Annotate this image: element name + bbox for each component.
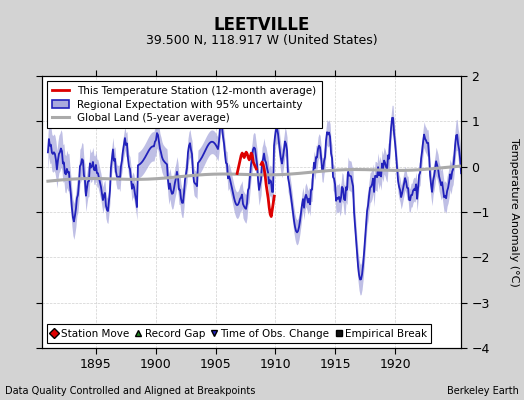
Legend: Station Move, Record Gap, Time of Obs. Change, Empirical Break: Station Move, Record Gap, Time of Obs. C… bbox=[47, 324, 431, 343]
Text: 39.500 N, 118.917 W (United States): 39.500 N, 118.917 W (United States) bbox=[146, 34, 378, 47]
Y-axis label: Temperature Anomaly (°C): Temperature Anomaly (°C) bbox=[509, 138, 519, 286]
Text: Data Quality Controlled and Aligned at Breakpoints: Data Quality Controlled and Aligned at B… bbox=[5, 386, 256, 396]
Text: LEETVILLE: LEETVILLE bbox=[214, 16, 310, 34]
Text: Berkeley Earth: Berkeley Earth bbox=[447, 386, 519, 396]
